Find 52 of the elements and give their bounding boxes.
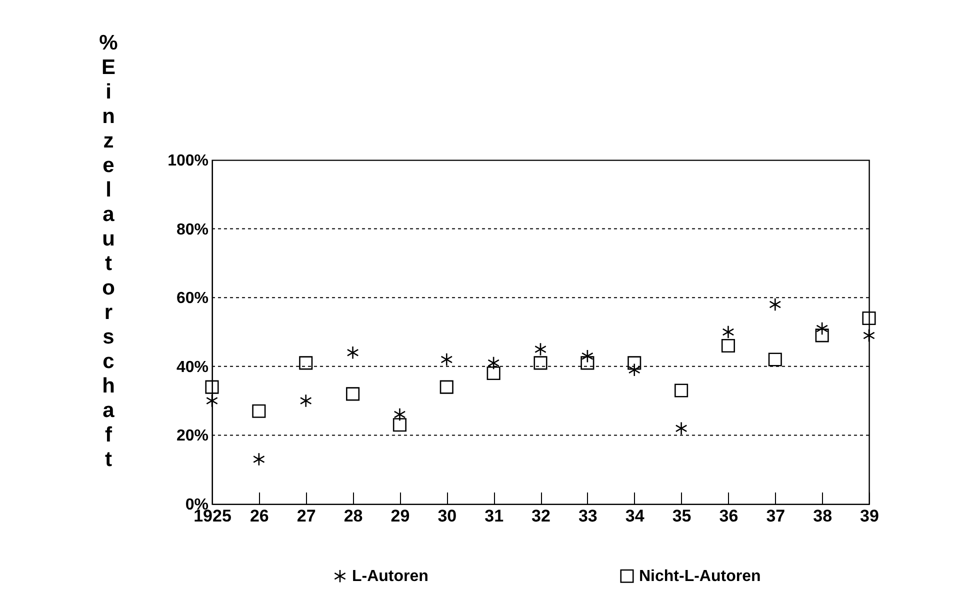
point — [440, 352, 453, 366]
point — [722, 325, 734, 339]
point — [488, 356, 500, 370]
point — [205, 380, 219, 394]
x-tick-label: 34 — [625, 506, 645, 526]
x-tick-label: 29 — [390, 506, 410, 526]
point — [394, 408, 406, 422]
x-tick-label: 38 — [813, 506, 832, 526]
y-tick-label: 20% — [176, 428, 208, 445]
x-tick-label: 32 — [532, 506, 550, 526]
y-tick-label: 40% — [176, 358, 208, 376]
point — [721, 338, 735, 353]
x-tick-label: 28 — [344, 506, 363, 526]
point — [862, 311, 876, 326]
point — [674, 384, 688, 398]
point — [628, 356, 642, 370]
point — [581, 349, 594, 363]
x-tick-label: 26 — [250, 506, 269, 526]
y-tick-label: 80% — [176, 221, 208, 238]
point — [392, 418, 406, 432]
x-tick-label: 27 — [296, 506, 316, 526]
y-tick-label: 100% — [168, 152, 208, 170]
point — [299, 356, 313, 370]
point — [206, 394, 218, 408]
point — [252, 452, 265, 466]
point — [675, 422, 688, 436]
x-tick-label: 33 — [578, 506, 598, 526]
point — [486, 366, 500, 380]
point — [768, 352, 782, 366]
point — [815, 328, 829, 342]
legend-label: L-Autoren — [352, 568, 428, 586]
point — [346, 387, 360, 401]
point — [252, 404, 266, 418]
x-tick-label: 30 — [438, 506, 457, 526]
point — [346, 346, 359, 360]
point — [534, 342, 546, 356]
text: % Einzelautorschaft — [99, 32, 118, 471]
legend-label: Nicht-L-Autoren — [639, 568, 761, 586]
point — [628, 363, 640, 377]
point — [580, 356, 594, 370]
x-tick-label: 35 — [672, 506, 692, 526]
point — [816, 322, 828, 336]
x-tick-label: 31 — [484, 506, 504, 526]
x-tick-label: 36 — [719, 506, 738, 526]
y-tick-label: 60% — [176, 290, 208, 308]
point — [769, 298, 782, 312]
point — [440, 380, 454, 394]
x-tick-label: 39 — [860, 506, 879, 526]
point — [534, 356, 548, 370]
x-tick-label: 37 — [766, 506, 786, 526]
point — [863, 328, 875, 342]
point — [300, 394, 312, 408]
